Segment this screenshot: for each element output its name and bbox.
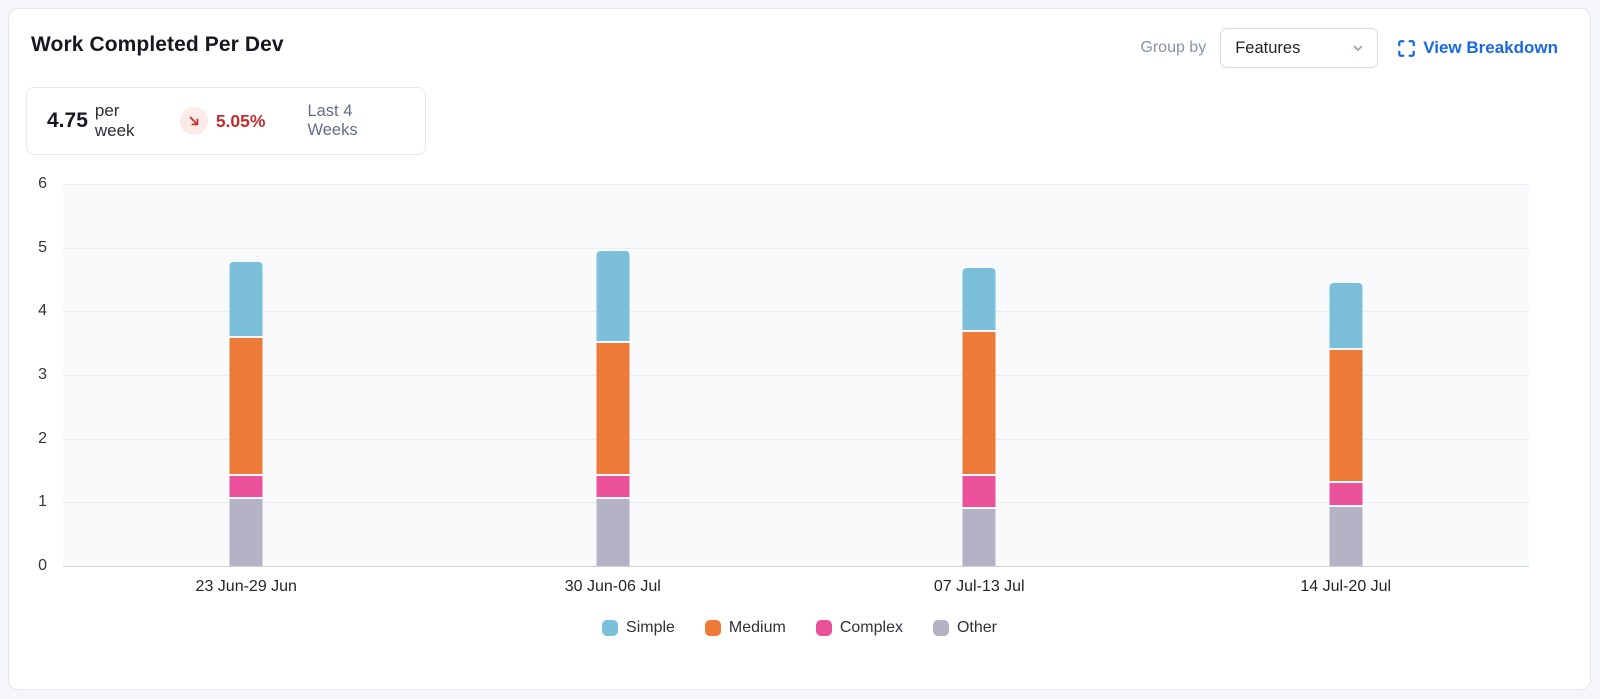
header-controls: Group by Features View Breakdown xyxy=(1140,28,1558,68)
bar-segment-other[interactable] xyxy=(1329,507,1363,566)
gridline xyxy=(63,502,1529,504)
bar-segment-complex[interactable] xyxy=(1329,483,1363,506)
bar-segment-medium[interactable] xyxy=(1329,349,1363,482)
legend-label: Complex xyxy=(839,619,903,636)
y-axis: 0 1 2 3 4 5 6 xyxy=(9,175,55,574)
y-tick-label: 2 xyxy=(38,429,47,447)
stat-summary-card: 4.75 per week 5.05% Last 4 Weeks xyxy=(26,87,426,155)
legend-swatch-icon xyxy=(704,620,721,636)
legend-item-complex[interactable]: Complex xyxy=(815,619,903,637)
bar-segment-other[interactable] xyxy=(962,509,996,566)
arrow-down-right-icon xyxy=(187,114,201,128)
x-tick-label: 30 Jun-06 Jul xyxy=(564,578,661,595)
legend-item-other[interactable]: Other xyxy=(932,619,997,637)
bar-14 Jul-20 Jul xyxy=(1329,184,1363,566)
bar-segment-medium[interactable] xyxy=(596,342,630,475)
work-completed-card: Work Completed Per Dev Group by Features… xyxy=(8,8,1591,690)
expand-icon xyxy=(1398,39,1416,57)
bar-07 Jul-13 Jul xyxy=(962,184,996,566)
bar-segment-simple[interactable] xyxy=(229,262,263,337)
bar-23 Jun-29 Jun xyxy=(229,184,263,566)
bar-30 Jun-06 Jul xyxy=(596,184,630,566)
bar-segment-complex[interactable] xyxy=(229,476,263,498)
bar-segment-medium[interactable] xyxy=(229,338,263,475)
chevron-down-icon xyxy=(1351,41,1365,55)
page-title: Work Completed Per Dev xyxy=(31,33,284,56)
plot-area xyxy=(63,184,1529,567)
y-tick-label: 0 xyxy=(38,557,47,574)
legend-item-simple[interactable]: Simple xyxy=(602,619,675,637)
view-breakdown-label: View Breakdown xyxy=(1423,38,1558,57)
bar-segment-other[interactable] xyxy=(596,499,630,566)
legend-label: Simple xyxy=(626,619,675,636)
gridline xyxy=(63,184,1529,185)
y-tick-label: 4 xyxy=(38,302,47,320)
bar-segment-simple[interactable] xyxy=(596,250,630,341)
legend-label: Other xyxy=(956,619,997,636)
group-by-label: Group by xyxy=(1140,39,1207,56)
legend-swatch-icon xyxy=(932,620,949,636)
group-by-selected-value: Features xyxy=(1235,38,1301,57)
x-tick-label: 23 Jun-29 Jun xyxy=(195,578,297,595)
bar-segment-simple[interactable] xyxy=(962,268,996,331)
chart-legend: Simple Medium Complex Other xyxy=(9,619,1590,637)
x-tick-label: 07 Jul-13 Jul xyxy=(933,578,1025,595)
y-tick-label: 6 xyxy=(38,175,47,192)
legend-swatch-icon xyxy=(815,620,832,636)
gridline xyxy=(63,375,1529,376)
view-breakdown-link[interactable]: View Breakdown xyxy=(1398,38,1558,58)
x-axis: 23 Jun-29 Jun 30 Jun-06 Jul 07 Jul-13 Jul 1… xyxy=(63,578,1529,598)
bar-segment-complex[interactable] xyxy=(596,476,630,498)
legend-swatch-icon xyxy=(602,620,619,636)
y-tick-label: 5 xyxy=(38,238,47,256)
gridline xyxy=(63,247,1529,249)
bar-segment-simple[interactable] xyxy=(1329,282,1363,348)
stat-value: 4.75 xyxy=(47,109,88,132)
legend-item-medium[interactable]: Medium xyxy=(704,619,786,637)
gridline xyxy=(63,311,1529,313)
legend-label: Medium xyxy=(728,619,786,636)
bar-segment-complex[interactable] xyxy=(962,475,996,508)
bar-segment-medium[interactable] xyxy=(962,332,996,474)
gridline xyxy=(63,438,1529,440)
stat-period: Last 4 Weeks xyxy=(307,102,358,139)
x-tick-label: 14 Jul-20 Jul xyxy=(1300,578,1392,595)
y-tick-label: 1 xyxy=(38,493,47,511)
gridline xyxy=(63,566,1529,567)
stat-unit: per week xyxy=(94,101,135,140)
group-by-select[interactable]: Features xyxy=(1220,28,1379,68)
bar-segment-other[interactable] xyxy=(229,499,263,566)
stat-delta: 5.05% xyxy=(215,110,266,131)
y-tick-label: 3 xyxy=(38,366,47,383)
trend-down-badge xyxy=(180,107,208,135)
